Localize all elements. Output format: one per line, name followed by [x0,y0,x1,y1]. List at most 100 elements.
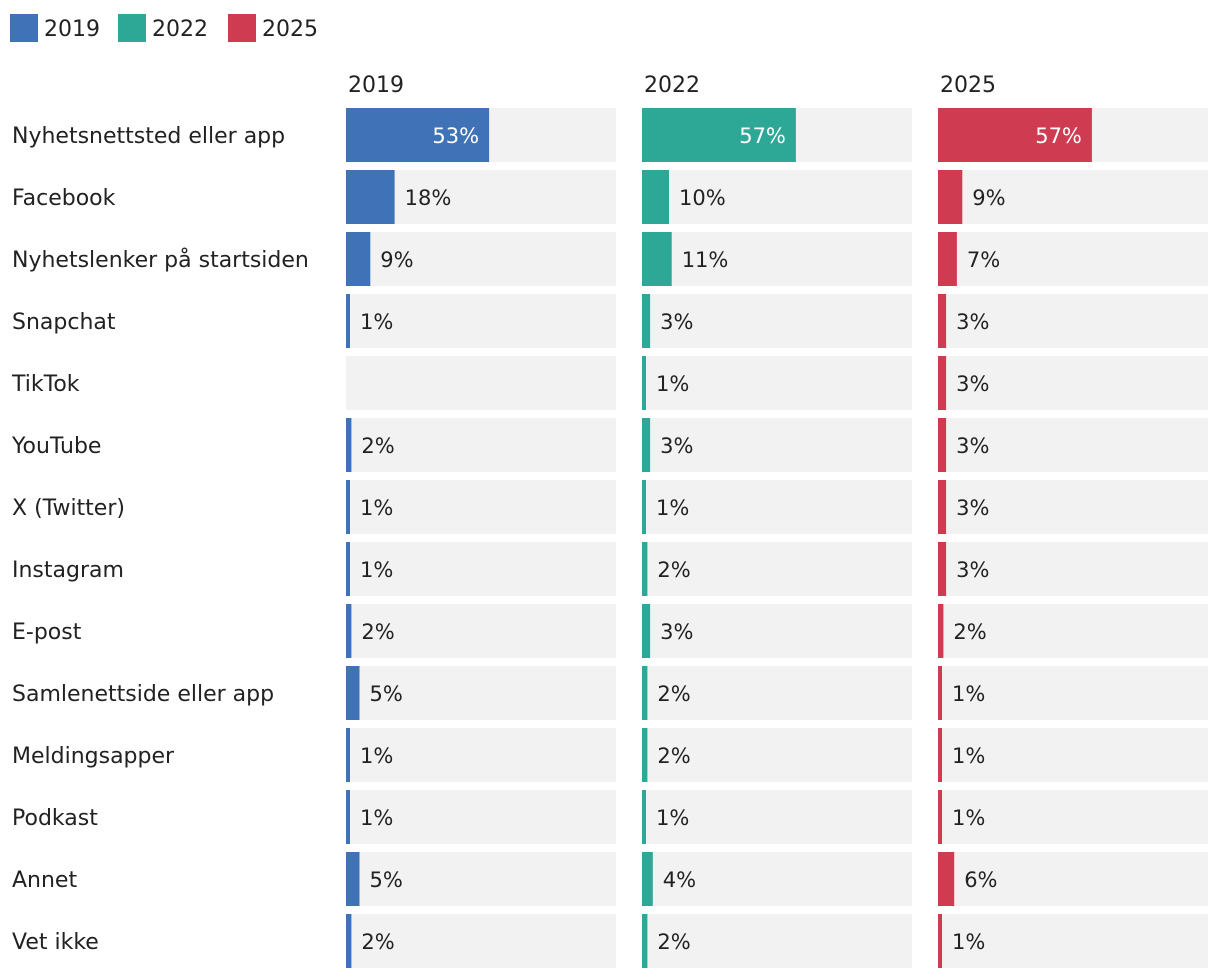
value-label-2019-podkast: 1% [360,806,393,830]
value-label-2022-annet: 4% [663,868,696,892]
value-label-2022-e-post: 3% [660,620,693,644]
legend-label-2025: 2025 [262,17,318,42]
bar-track-2019-e-post [346,604,616,658]
legend-label-2019: 2019 [44,17,100,42]
category-label-nyhetsnettsted-eller-app: Nyhetsnettsted eller app [12,124,285,149]
value-label-2019-annet: 5% [370,868,403,892]
value-label-2022-samlenettside-eller-app: 2% [657,682,690,706]
panel-title-2019: 2019 [348,73,404,98]
category-label-e-post: E-post [12,620,82,645]
category-label-x-twitter: X (Twitter) [12,496,125,521]
bar-2025-samlenettside-eller-app [938,666,942,720]
bar-track-2022-snapchat [642,294,912,348]
value-label-2019-nyhetsnettsted-eller-app: 53% [432,124,479,148]
category-label-podkast: Podkast [12,806,98,831]
bar-track-2019-meldingsapper [346,728,616,782]
bar-track-2022-podkast [642,790,912,844]
bar-track-2025-youtube [938,418,1208,472]
value-label-2019-youtube: 2% [361,434,394,458]
bar-2022-facebook [642,170,669,224]
bar-track-2019-annet [346,852,616,906]
category-label-facebook: Facebook [12,186,116,211]
value-label-2022-youtube: 3% [660,434,693,458]
bar-track-2025-snapchat [938,294,1208,348]
legend-swatch-2025 [228,14,256,42]
panels: 2019 53% 18% 9% 1% 2% 1% 1% 2% 5% 1% 1% 5% 2% 2022 57% 1… [346,73,1208,968]
bar-2019-podkast [346,790,350,844]
value-label-2019-samlenettside-eller-app: 5% [370,682,403,706]
bar-2025-facebook [938,170,963,224]
value-label-2019-x-twitter: 1% [360,496,393,520]
value-label-2025-x-twitter: 3% [956,496,989,520]
bar-2019-e-post [346,604,352,658]
panel-2019: 2019 53% 18% 9% 1% 2% 1% 1% 2% 5% 1% 1% 5% 2% [346,73,616,968]
value-label-2022-x-twitter: 1% [656,496,689,520]
bar-2025-nyhetsnettsted-eller-app [938,108,1092,162]
value-label-2022-podkast: 1% [656,806,689,830]
bar-track-2022-samlenettside-eller-app [642,666,912,720]
value-label-2025-e-post: 2% [953,620,986,644]
bar-track-2019-x-twitter [346,480,616,534]
bar-2025-podkast [938,790,942,844]
legend-item-2025: 2025 [228,14,318,42]
bar-2025-e-post [938,604,944,658]
bar-2022-instagram [642,542,648,596]
bar-track-2019-youtube [346,418,616,472]
bar-track-2025-tiktok [938,356,1208,410]
value-label-2025-nyhetsnettsted-eller-app: 57% [1035,124,1082,148]
value-label-2022-tiktok: 1% [656,372,689,396]
bar-2025-instagram [938,542,947,596]
legend-label-2022: 2022 [152,17,208,42]
bar-2019-meldingsapper [346,728,350,782]
category-label-meldingsapper: Meldingsapper [12,744,175,769]
bar-2022-x-twitter [642,480,646,534]
category-label-samlenettside-eller-app: Samlenettside eller app [12,682,274,707]
bar-track-2022-instagram [642,542,912,596]
bar-2025-meldingsapper [938,728,942,782]
bar-2025-tiktok [938,356,947,410]
category-label-youtube: YouTube [11,434,101,459]
bar-2019-nyhetslenker-pa-startsiden [346,232,371,286]
bar-2022-e-post [642,604,651,658]
value-label-2025-vet-ikke: 1% [952,930,985,954]
bar-2025-x-twitter [938,480,947,534]
bar-track-2025-vet-ikke [938,914,1208,968]
value-label-2025-nyhetslenker-pa-startsiden: 7% [967,248,1000,272]
bar-2022-podkast [642,790,646,844]
value-label-2025-podkast: 1% [952,806,985,830]
bar-track-2022-facebook [642,170,912,224]
bar-2019-youtube [346,418,352,472]
bar-track-2019-podkast [346,790,616,844]
value-label-2025-instagram: 3% [956,558,989,582]
bar-track-2022-x-twitter [642,480,912,534]
bar-2022-annet [642,852,653,906]
bar-2022-tiktok [642,356,646,410]
value-label-2025-annet: 6% [964,868,997,892]
value-label-2019-snapchat: 1% [360,310,393,334]
category-labels: Nyhetsnettsted eller app Facebook Nyhetsle… [11,124,309,955]
legend: 2019 2022 2025 [10,14,318,42]
bar-2025-nyhetslenker-pa-startsiden [938,232,957,286]
bar-2022-nyhetsnettsted-eller-app [642,108,796,162]
bar-2019-snapchat [346,294,350,348]
category-label-snapchat: Snapchat [12,310,116,335]
bar-track-2022-e-post [642,604,912,658]
value-label-2025-snapchat: 3% [956,310,989,334]
bar-2025-snapchat [938,294,947,348]
value-label-2022-snapchat: 3% [660,310,693,334]
bar-2019-vet-ikke [346,914,352,968]
bar-track-2025-samlenettside-eller-app [938,666,1208,720]
bar-track-2022-annet [642,852,912,906]
bar-2025-vet-ikke [938,914,942,968]
bar-track-2025-nyhetslenker-pa-startsiden [938,232,1208,286]
bar-2019-samlenettside-eller-app [346,666,360,720]
bar-track-2019-tiktok [346,356,616,410]
value-label-2025-samlenettside-eller-app: 1% [952,682,985,706]
bar-2022-youtube [642,418,651,472]
bar-2025-annet [938,852,955,906]
panel-title-2025: 2025 [940,73,996,98]
bar-track-2025-x-twitter [938,480,1208,534]
category-label-vet-ikke: Vet ikke [12,930,99,955]
bar-track-2022-vet-ikke [642,914,912,968]
bar-2022-samlenettside-eller-app [642,666,648,720]
